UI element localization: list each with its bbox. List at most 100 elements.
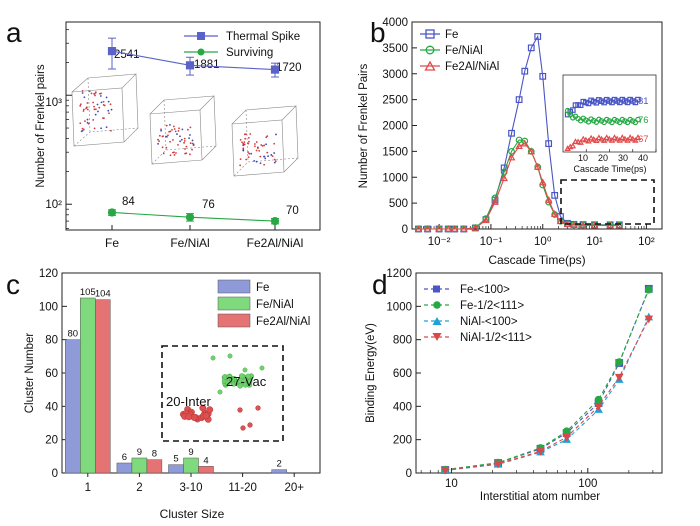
defect-atom — [172, 125, 175, 128]
cascade-snapshot-fe-nial — [149, 95, 217, 165]
defect-atom — [180, 138, 183, 141]
data-point-b — [482, 216, 490, 224]
defect-atom — [81, 129, 84, 132]
defect-atom — [254, 145, 256, 148]
defect-atom — [249, 133, 252, 135]
legend-label-fe2al-nial-c: Fe2Al/NiAl — [256, 316, 310, 328]
data-point-a — [185, 61, 195, 70]
x-tick-label-b: 10⁻² — [428, 236, 451, 248]
defect-atom — [81, 127, 84, 130]
data-point-b — [508, 129, 515, 137]
x-tick-label-c: 1 — [85, 482, 91, 494]
interstitial-atom — [206, 406, 214, 414]
defect-atom — [110, 108, 113, 111]
inset-point-b — [611, 134, 618, 140]
y-tick-label-d: 1200 — [386, 268, 412, 280]
x-tick-label-d: 10 — [445, 478, 458, 490]
defect-atom — [265, 136, 268, 139]
inset-x-tick-30: 30 — [618, 153, 628, 163]
inset-b: 10 20 30 40 Cascade Time(ps) 81 76 67 — [562, 74, 657, 174]
data-label-a-sv-2: 70 — [286, 205, 299, 217]
vacancy-atom — [236, 378, 243, 384]
bar-value-label-c: 8 — [152, 449, 157, 460]
data-point-b — [544, 195, 553, 203]
inset-point-b — [621, 135, 629, 142]
inset-final-fe-nial: 76 — [638, 115, 649, 126]
defect-atom — [239, 138, 242, 141]
defect-atom — [105, 96, 108, 99]
defect-atom — [86, 102, 89, 104]
inset-point-b — [608, 137, 616, 143]
x-tick-label-c: 20+ — [284, 482, 304, 494]
defect-atom — [160, 128, 162, 131]
defect-atom — [85, 106, 88, 109]
y-axis-label-b: Number of Frenkel Pairs — [358, 63, 370, 188]
y-tick-label-d: 600 — [393, 368, 412, 380]
interstitial-atom — [185, 413, 193, 421]
defect-atom — [255, 149, 258, 152]
data-point-d — [440, 466, 450, 475]
defect-atom — [186, 128, 189, 131]
defect-atom — [167, 134, 169, 137]
defect-atom — [179, 140, 182, 143]
defect-atom — [184, 152, 187, 155]
defect-atom — [93, 93, 96, 95]
inset-point-b — [613, 135, 621, 142]
legend-label-fe-nial-b: Fe/NiAl — [445, 45, 483, 57]
defect-atom — [162, 135, 164, 137]
defect-atom — [243, 133, 246, 136]
y-axis-label-d: Binding Energy(eV) — [365, 323, 377, 423]
defect-atom — [253, 160, 256, 162]
defect-atom — [239, 158, 242, 161]
data-point-b — [515, 142, 523, 150]
data-point-b — [500, 174, 508, 182]
x-tick-label-b: 10² — [638, 236, 655, 248]
x-axis-label-d: Interstitial atom number — [480, 491, 600, 503]
defect-atom — [99, 95, 102, 97]
data-point-a — [107, 208, 117, 217]
defect-atom — [165, 124, 168, 127]
vacancy-atom — [210, 355, 216, 361]
data-point-b — [520, 139, 529, 147]
legend-swatch-fe2al-nial-c — [217, 313, 251, 328]
defect-atom — [79, 103, 82, 106]
inset-point-b — [600, 137, 608, 143]
defect-atom — [244, 137, 247, 140]
legend-c: Fe Fe/NiAl Fe2Al/NiAl — [217, 279, 310, 328]
data-point-b — [521, 67, 529, 75]
legend-marker-nial100-d — [432, 317, 442, 325]
defect-atom — [92, 119, 95, 121]
panel-letter-b: b — [370, 17, 386, 48]
interstitial-atom — [237, 407, 243, 413]
x-tick-label-c: 2 — [136, 482, 142, 494]
defect-atom — [174, 130, 177, 133]
x-tick-label-c: 11-20 — [228, 482, 257, 494]
legend-label-nial100-d: NiAl-<100> — [460, 316, 518, 328]
y-tick-label-a-1: 10² — [45, 199, 62, 211]
interstitial-atom — [202, 412, 210, 420]
data-point-b — [539, 72, 547, 80]
defect-atoms — [79, 90, 277, 167]
inset-point-b — [587, 134, 595, 141]
legend-label-fe100-d: Fe-<100> — [460, 284, 510, 296]
inset-point-b — [564, 107, 571, 114]
y-tick-label-b: 0 — [402, 224, 408, 236]
panel-letter-d: d — [372, 269, 388, 300]
interstitial-atom — [199, 404, 207, 412]
bar-value-label-c: 9 — [188, 447, 193, 458]
plot-frame-a — [65, 21, 321, 231]
defect-atom — [102, 103, 105, 106]
data-point-b — [471, 223, 480, 231]
data-point-d — [614, 373, 624, 382]
defect-atom — [247, 156, 250, 159]
legend-label-fe2al-nial-b: Fe2Al/NiAl — [445, 61, 499, 73]
bar-value-label-c: 80 — [68, 329, 79, 340]
defect-atom — [189, 142, 192, 145]
inset-x-tick-10: 10 — [578, 153, 588, 163]
defect-atom — [183, 137, 186, 140]
defect-atom — [185, 145, 188, 148]
bar-value-label-c: 104 — [95, 289, 111, 300]
defect-atom — [81, 90, 84, 92]
defect-atom — [176, 133, 178, 135]
cascade-snapshot-fe — [71, 73, 139, 147]
